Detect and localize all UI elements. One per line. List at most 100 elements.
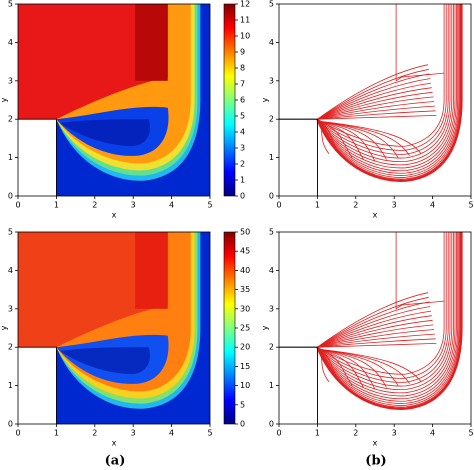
contour-line bbox=[318, 348, 422, 383]
colorbar-tick-label: 0 bbox=[240, 192, 245, 201]
colorbar-tick-label: 12 bbox=[240, 0, 250, 9]
contour-line bbox=[317, 4, 449, 155]
contour-line bbox=[318, 120, 376, 162]
x-tick-label: 3 bbox=[131, 429, 136, 438]
x-tick-label: 5 bbox=[468, 429, 473, 438]
contour-line bbox=[317, 232, 456, 397]
y-tick-label: 5 bbox=[8, 228, 13, 237]
colorbar-tick-label: 10 bbox=[240, 32, 250, 41]
contour-line bbox=[317, 4, 445, 147]
contour-line bbox=[317, 333, 435, 348]
contour-line bbox=[317, 232, 461, 406]
field-upper bbox=[18, 232, 168, 348]
y-axis-label: y bbox=[0, 97, 9, 102]
caption: (a) bbox=[105, 454, 126, 469]
step-edge bbox=[279, 346, 318, 424]
field-pocket-core bbox=[60, 347, 150, 375]
contour-line bbox=[318, 348, 341, 384]
contour-line bbox=[317, 4, 457, 172]
contour-line bbox=[317, 310, 432, 348]
colorbar-tick-label: 50 bbox=[240, 228, 250, 237]
contour-line bbox=[317, 329, 435, 348]
field-pocket-core bbox=[60, 119, 150, 147]
contour-line bbox=[317, 82, 432, 120]
step bbox=[18, 347, 57, 424]
contour-line bbox=[317, 105, 435, 120]
axes-frame bbox=[17, 231, 211, 425]
contour-line bbox=[316, 232, 463, 410]
contour-line bbox=[317, 306, 431, 348]
x-tick-label: 5 bbox=[207, 429, 212, 438]
contour-line bbox=[317, 96, 434, 120]
y-tick-label: 3 bbox=[269, 76, 274, 85]
contour-line bbox=[317, 296, 429, 348]
contour-line bbox=[317, 343, 437, 348]
contour-line bbox=[316, 4, 463, 182]
y-axis-label: y bbox=[261, 325, 270, 330]
contour-line bbox=[317, 78, 431, 120]
contour-lines bbox=[316, 4, 463, 182]
step-edge bbox=[279, 346, 318, 424]
plot-area bbox=[279, 232, 463, 424]
y-tick-label: 1 bbox=[8, 381, 13, 390]
y-tick-label: 5 bbox=[8, 0, 13, 9]
x-tick-label: 2 bbox=[353, 429, 358, 438]
contour-line bbox=[317, 73, 430, 120]
colorbar-tick-label: 3 bbox=[240, 144, 245, 153]
x-axis-label: x bbox=[112, 439, 117, 448]
y-tick-label: 5 bbox=[269, 228, 274, 237]
contour-line bbox=[318, 348, 376, 390]
y-axis-label: y bbox=[261, 97, 270, 102]
colorbar-tick-label: 6 bbox=[240, 96, 245, 105]
step bbox=[18, 119, 57, 196]
x-tick-label: 0 bbox=[15, 201, 20, 210]
contour-line bbox=[317, 232, 447, 379]
x-tick-label: 4 bbox=[430, 429, 435, 438]
contour-line bbox=[317, 232, 453, 390]
colorbar-tick-label: 10 bbox=[240, 381, 250, 390]
colorbar bbox=[223, 3, 236, 197]
step-edge bbox=[279, 118, 318, 196]
plot-area bbox=[18, 232, 210, 424]
contour-line bbox=[317, 4, 453, 162]
colorbar-tick-label: 2 bbox=[240, 160, 245, 169]
x-axis-label: x bbox=[373, 439, 378, 448]
caption: (b) bbox=[365, 454, 386, 469]
colorbar-tick-label: 0 bbox=[240, 420, 245, 429]
x-tick-label: 4 bbox=[430, 201, 435, 210]
y-tick-label: 2 bbox=[269, 343, 274, 352]
contour-line bbox=[317, 232, 454, 394]
x-tick-label: 5 bbox=[468, 201, 473, 210]
x-tick-label: 1 bbox=[315, 201, 320, 210]
axes-frame bbox=[278, 231, 472, 425]
y-tick-label: 1 bbox=[269, 381, 274, 390]
axes-frame bbox=[278, 3, 472, 197]
x-tick-label: 3 bbox=[131, 201, 136, 210]
y-tick-label: 4 bbox=[8, 266, 13, 275]
x-tick-label: 4 bbox=[169, 429, 174, 438]
step-edge bbox=[18, 118, 57, 196]
step-edge bbox=[18, 346, 57, 424]
colorbar bbox=[223, 231, 236, 425]
contour-line bbox=[318, 120, 422, 155]
contour-line bbox=[317, 91, 433, 120]
field-column bbox=[135, 232, 168, 309]
y-tick-label: 1 bbox=[269, 153, 274, 162]
contour-line bbox=[317, 232, 460, 404]
x-tick-label: 2 bbox=[92, 429, 97, 438]
contour-line bbox=[317, 232, 451, 387]
x-tick-label: 3 bbox=[392, 201, 397, 210]
x-axis-label: x bbox=[373, 211, 378, 220]
x-tick-label: 4 bbox=[169, 201, 174, 210]
contour-line bbox=[318, 120, 353, 158]
contour-line bbox=[317, 338, 436, 348]
contour-line bbox=[317, 315, 432, 348]
contour-line bbox=[317, 4, 451, 159]
y-tick-label: 2 bbox=[8, 115, 13, 124]
x-tick-label: 5 bbox=[207, 201, 212, 210]
contour-line bbox=[318, 348, 353, 386]
contour-line bbox=[317, 301, 430, 348]
x-tick-label: 1 bbox=[315, 429, 320, 438]
